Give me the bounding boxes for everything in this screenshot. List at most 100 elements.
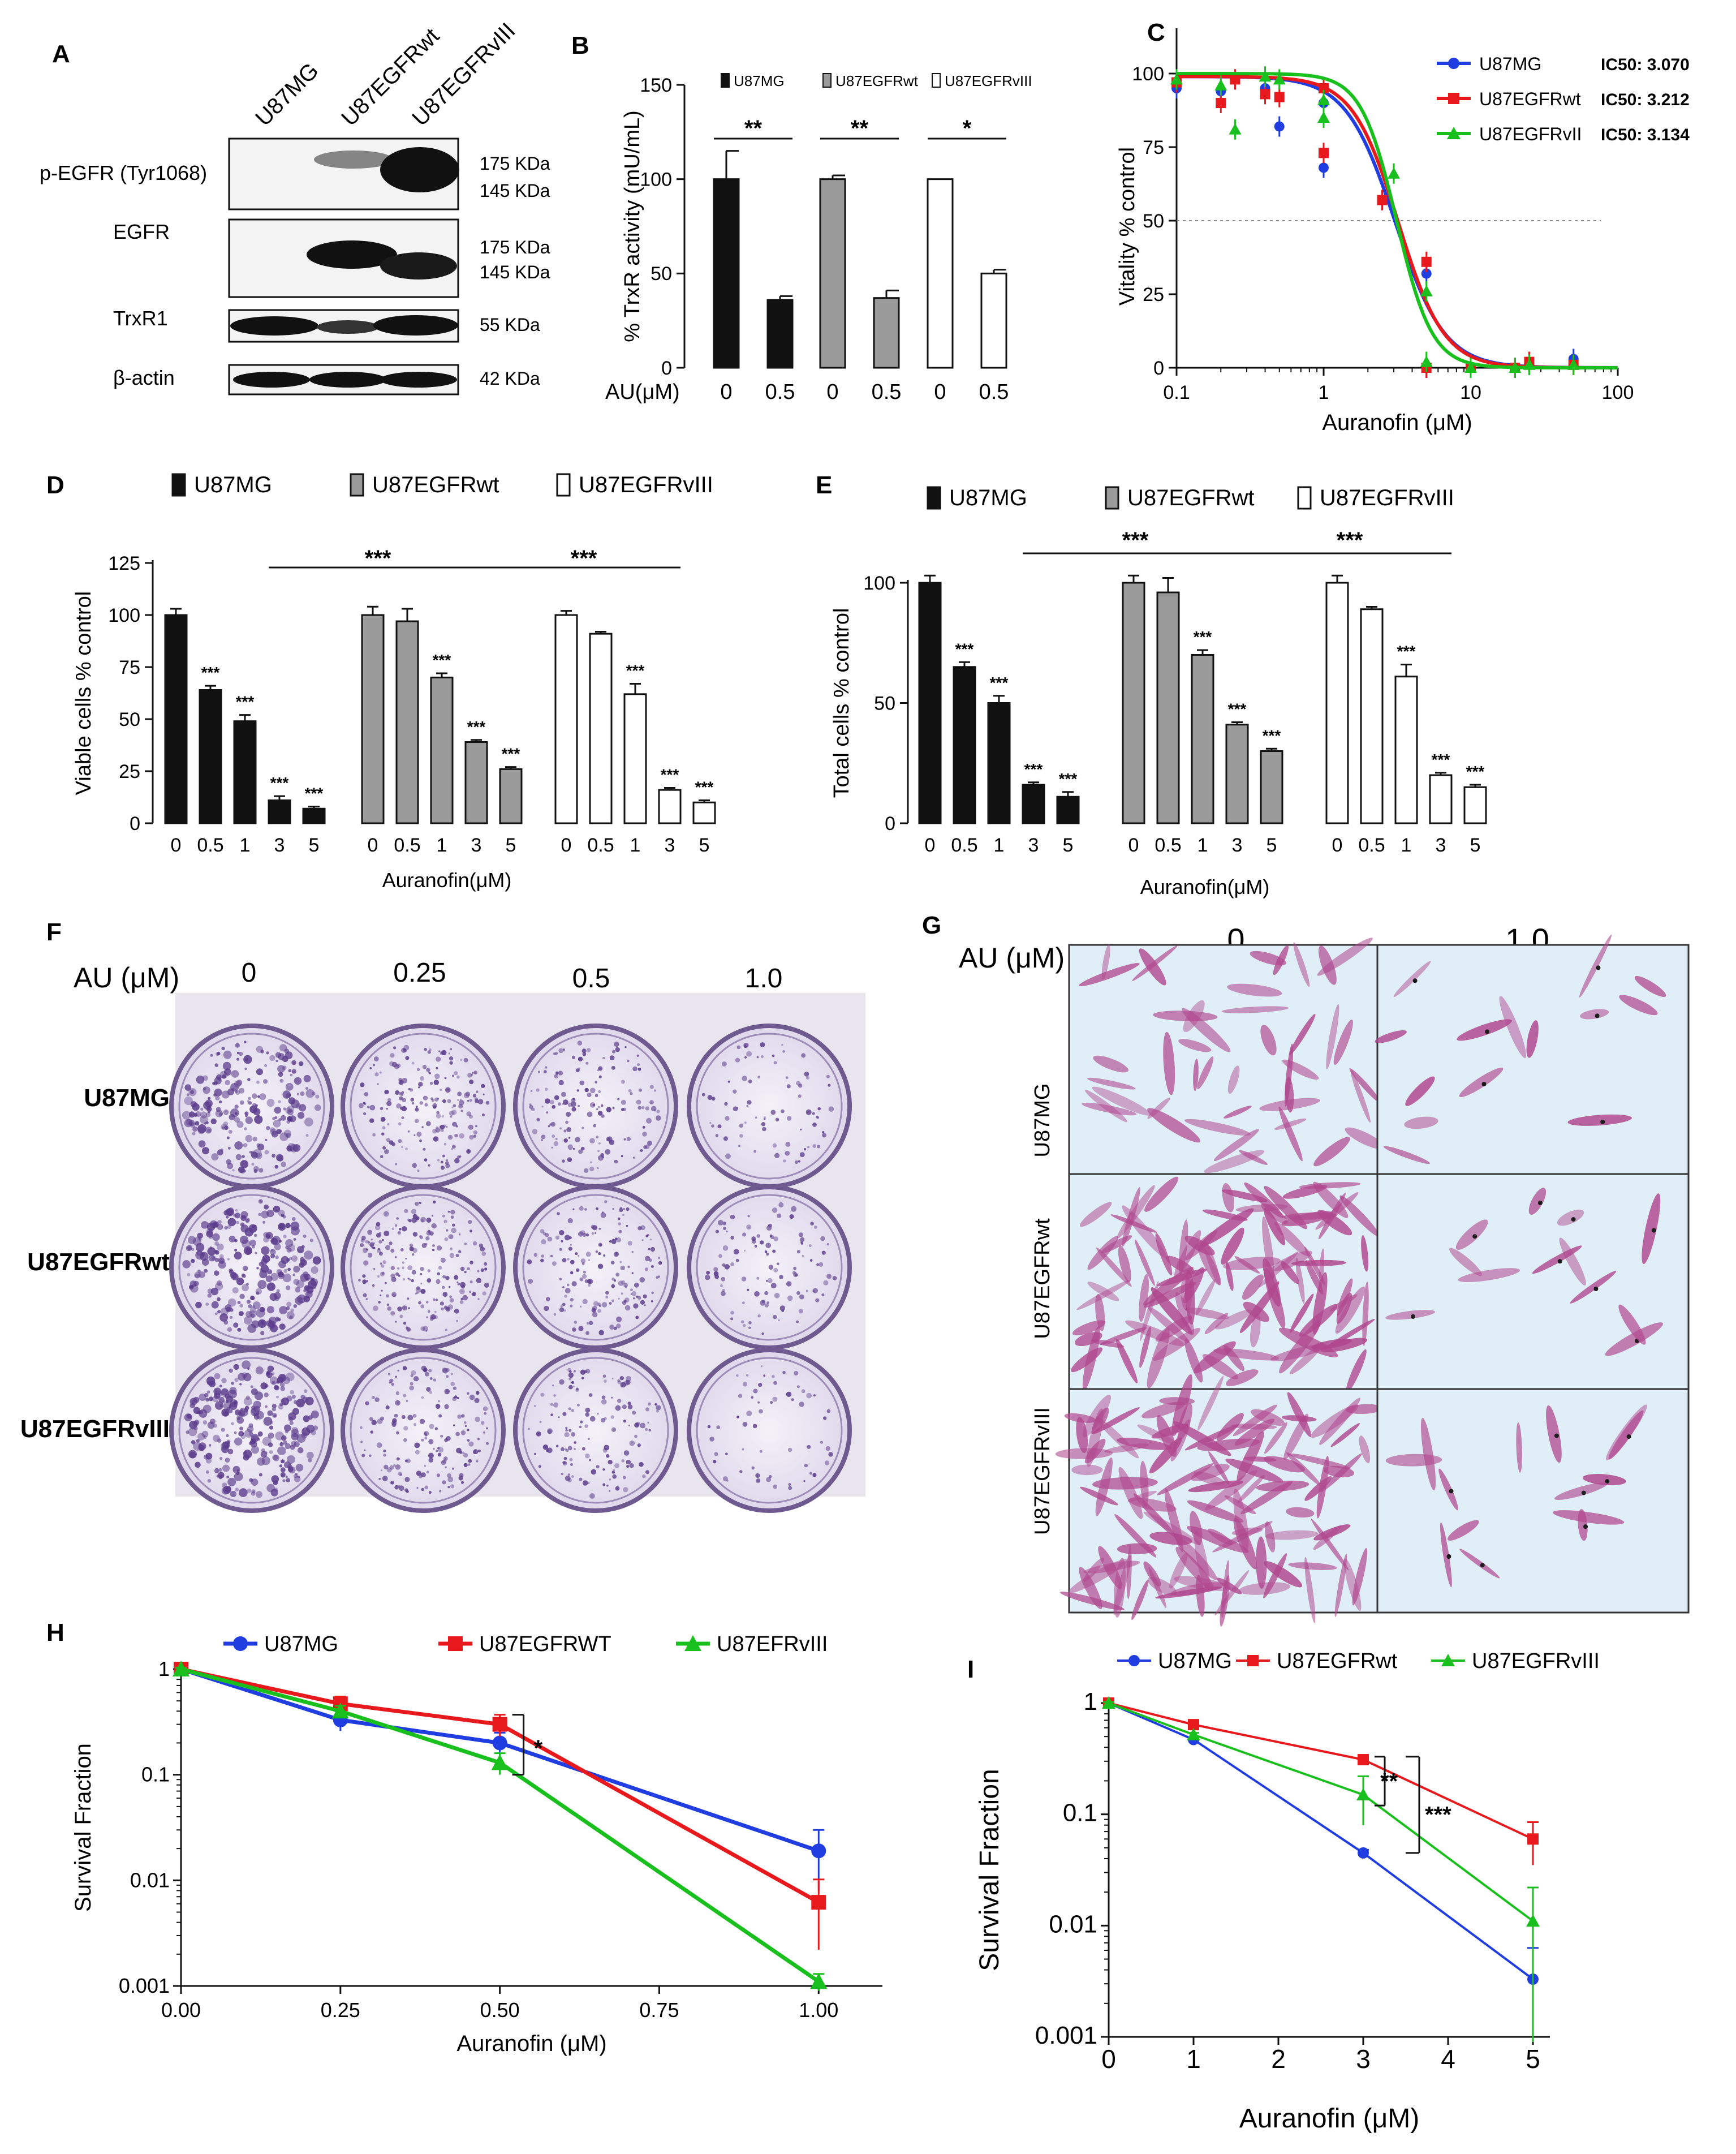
colony	[462, 1295, 468, 1301]
colony	[224, 1068, 231, 1076]
colony	[736, 1045, 741, 1050]
mw-label: 145 KDa	[480, 180, 550, 201]
colony	[232, 1465, 240, 1474]
colony	[369, 1417, 373, 1421]
data-point	[811, 1895, 826, 1910]
colony	[775, 1117, 779, 1122]
cell	[1282, 1059, 1319, 1080]
colony	[214, 1401, 224, 1410]
colony	[469, 1261, 473, 1265]
colony	[278, 1260, 286, 1269]
data-point	[1259, 70, 1272, 82]
colony	[443, 1306, 448, 1310]
colony	[217, 1438, 222, 1443]
legend-label: U87EGFRwt	[1127, 485, 1255, 510]
colony	[191, 1440, 196, 1444]
colony	[217, 1149, 223, 1156]
colony	[528, 1428, 530, 1430]
colony	[748, 1080, 752, 1084]
colony	[287, 1105, 294, 1113]
colony	[400, 1093, 404, 1097]
cell	[1153, 1328, 1201, 1361]
colony	[623, 1487, 628, 1493]
colony	[656, 1115, 661, 1121]
colony	[486, 1442, 489, 1445]
cell	[1141, 1401, 1185, 1418]
plate-rim	[350, 1194, 497, 1341]
colony	[598, 1227, 601, 1230]
colony	[562, 1286, 565, 1289]
cell	[1330, 1423, 1360, 1447]
colony	[405, 1147, 408, 1150]
colony	[415, 1106, 418, 1108]
mw-label: 55 KDa	[480, 315, 540, 335]
colony	[385, 1282, 387, 1284]
y-axis-label: Survival Fraction	[71, 1743, 96, 1912]
cell	[1221, 1227, 1244, 1265]
x-tick-label: 0.5	[765, 380, 795, 404]
colony	[369, 1242, 374, 1248]
cell	[1289, 1293, 1314, 1334]
colony	[738, 1145, 740, 1147]
colony	[779, 1305, 786, 1311]
colony	[796, 1385, 800, 1388]
colony	[563, 1138, 568, 1143]
colony	[257, 1431, 263, 1437]
colony	[446, 1159, 449, 1162]
colony	[273, 1120, 281, 1128]
colony	[372, 1133, 376, 1137]
colony	[264, 1204, 269, 1210]
colony	[261, 1246, 270, 1255]
legend-label: U87EGFRvII	[1479, 124, 1582, 144]
colony	[609, 1478, 611, 1481]
plate-rim	[350, 1357, 497, 1504]
colony	[182, 1111, 191, 1120]
colony	[212, 1233, 220, 1241]
colony	[591, 1469, 597, 1475]
colony	[270, 1237, 278, 1245]
colony	[311, 1410, 319, 1418]
colony	[598, 1090, 601, 1093]
colony	[378, 1232, 382, 1235]
blot-band	[309, 372, 386, 388]
colony	[416, 1068, 420, 1071]
x-tick-label: 0.5	[197, 835, 223, 856]
colony	[733, 1249, 739, 1255]
colony	[234, 1117, 240, 1123]
colony	[474, 1097, 478, 1101]
colony	[403, 1394, 407, 1398]
debris	[1571, 1217, 1576, 1222]
colony	[629, 1441, 635, 1446]
colony	[198, 1444, 205, 1451]
colony	[473, 1130, 478, 1135]
data-point	[1260, 89, 1270, 100]
colony	[417, 1169, 420, 1172]
colony	[626, 1207, 630, 1211]
colony	[303, 1234, 307, 1238]
colony	[280, 1386, 285, 1391]
colony	[555, 1138, 558, 1140]
colony	[190, 1284, 199, 1293]
colony	[709, 1121, 712, 1124]
colony	[553, 1402, 559, 1408]
colony	[645, 1470, 649, 1474]
colony	[430, 1097, 434, 1100]
colony	[211, 1256, 217, 1261]
significance-label: ***	[1432, 751, 1450, 768]
ic50-label: IC50: 3.212	[1601, 91, 1690, 109]
mw-label: 145 KDa	[480, 262, 550, 282]
colony	[730, 1236, 734, 1240]
colony	[242, 1265, 248, 1271]
colony	[279, 1306, 288, 1315]
colony	[457, 1099, 459, 1101]
colony	[458, 1104, 463, 1109]
colony	[721, 1061, 727, 1067]
colony	[468, 1219, 472, 1224]
colony	[205, 1458, 212, 1464]
colony	[804, 1071, 809, 1077]
colony	[746, 1411, 752, 1417]
colony	[540, 1392, 545, 1397]
colony	[286, 1372, 295, 1382]
colony	[256, 1116, 260, 1119]
colony	[295, 1296, 303, 1305]
